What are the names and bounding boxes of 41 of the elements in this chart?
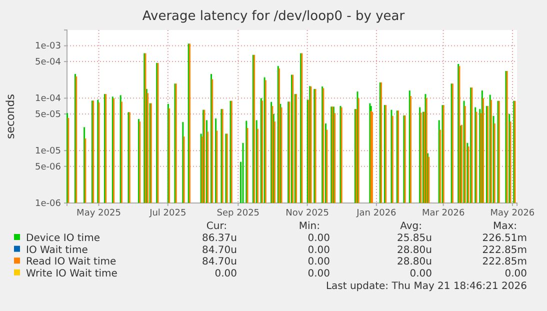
x-tick-label: Jan 2026 xyxy=(356,208,397,218)
text: Last update: Thu May 21 18:46:21 2026 xyxy=(326,281,527,292)
text: 0.00 xyxy=(308,256,330,268)
text: 84.70u xyxy=(202,244,237,256)
text: 84.70u xyxy=(202,256,237,268)
legend-label: Read IO Wait time xyxy=(26,256,116,268)
y-tick-label: 5e-06 xyxy=(35,162,62,172)
x-tick-label: Nov 2025 xyxy=(286,208,329,218)
x-tick-label: Mar 2026 xyxy=(422,208,465,218)
text: Min: xyxy=(298,221,320,232)
x-tick-label: May 2025 xyxy=(76,208,121,218)
text: 0.00 xyxy=(308,244,330,256)
text: Max: xyxy=(492,221,517,232)
text: Cur: xyxy=(206,221,227,232)
x-tick-label: May 2026 xyxy=(490,208,535,218)
y-tick-label: 5e-04 xyxy=(35,57,62,68)
x-tick-label: Sep 2025 xyxy=(216,208,260,218)
text: Avg: xyxy=(400,221,422,232)
y-tick-label: 1e-05 xyxy=(35,146,61,156)
y-tick-label: 5e-05 xyxy=(35,110,61,120)
legend-label: Write IO Wait time xyxy=(26,268,118,280)
text: 25.85u xyxy=(397,233,432,244)
text: 0.00 xyxy=(214,268,237,280)
legend-label: IO Wait time xyxy=(26,244,88,256)
chart-title: Average latency for /dev/loop0 - by year xyxy=(142,9,406,24)
text: 0.00 xyxy=(410,268,432,280)
y-axis-title: seconds xyxy=(4,94,17,139)
text: 86.37u xyxy=(202,233,237,244)
text: 222.85m xyxy=(482,244,527,256)
text: 226.51m xyxy=(482,233,527,244)
text: 28.80u xyxy=(397,244,432,256)
text: 28.80u xyxy=(397,256,432,268)
legend-label: Device IO time xyxy=(26,233,100,244)
y-tick-label: 1e-06 xyxy=(35,198,62,209)
text: 0.00 xyxy=(504,268,527,280)
y-tick-label: 1e-03 xyxy=(35,42,61,52)
y-tick-label: 1e-04 xyxy=(35,94,62,104)
text: 222.85m xyxy=(482,256,527,268)
x-tick-label: Jul 2025 xyxy=(148,208,186,218)
text: 0.00 xyxy=(308,233,330,244)
text: 0.00 xyxy=(308,268,330,280)
